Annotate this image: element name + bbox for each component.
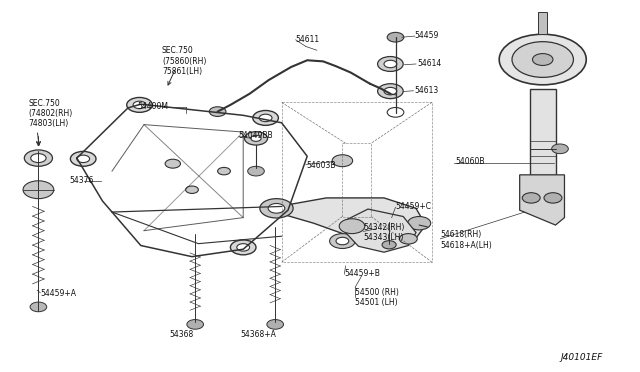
Circle shape xyxy=(532,54,553,65)
Circle shape xyxy=(165,159,180,168)
Circle shape xyxy=(259,114,272,122)
Circle shape xyxy=(522,193,540,203)
Bar xyxy=(538,12,547,34)
Circle shape xyxy=(384,60,397,68)
Circle shape xyxy=(127,97,152,112)
Polygon shape xyxy=(520,175,564,225)
Text: 54618(RH)
54618+A(LH): 54618(RH) 54618+A(LH) xyxy=(440,230,492,250)
Circle shape xyxy=(24,150,52,166)
Circle shape xyxy=(186,186,198,193)
Text: 54459+C: 54459+C xyxy=(396,202,431,211)
Text: 54611: 54611 xyxy=(296,35,320,44)
Circle shape xyxy=(187,320,204,329)
Circle shape xyxy=(512,42,573,77)
Circle shape xyxy=(268,203,285,213)
Circle shape xyxy=(387,32,404,42)
Circle shape xyxy=(230,240,256,255)
Text: 54459: 54459 xyxy=(415,31,439,40)
Circle shape xyxy=(552,144,568,154)
Circle shape xyxy=(499,34,586,85)
Text: SEC.750
(75860(RH)
75861(LH): SEC.750 (75860(RH) 75861(LH) xyxy=(162,46,206,76)
Text: 54613: 54613 xyxy=(415,86,439,94)
Circle shape xyxy=(260,199,293,218)
Circle shape xyxy=(336,237,349,245)
Circle shape xyxy=(248,166,264,176)
Bar xyxy=(530,89,556,175)
Circle shape xyxy=(209,107,226,116)
Circle shape xyxy=(382,89,399,99)
Text: J40101EF: J40101EF xyxy=(560,353,602,362)
Circle shape xyxy=(133,101,146,109)
Text: 54500 (RH)
54501 (LH): 54500 (RH) 54501 (LH) xyxy=(355,288,399,307)
Circle shape xyxy=(330,234,355,248)
Text: 54603B: 54603B xyxy=(306,161,335,170)
Circle shape xyxy=(70,151,96,166)
Text: SEC.750
(74802(RH)
74803(LH): SEC.750 (74802(RH) 74803(LH) xyxy=(29,99,73,128)
Circle shape xyxy=(332,155,353,167)
Text: 54400M: 54400M xyxy=(138,102,168,110)
Text: 54368+A: 54368+A xyxy=(240,330,276,339)
Circle shape xyxy=(382,241,396,249)
Text: 54376: 54376 xyxy=(69,176,93,185)
Circle shape xyxy=(244,132,268,145)
Circle shape xyxy=(77,155,90,163)
Text: 54459+B: 54459+B xyxy=(344,269,380,278)
Text: 54060B: 54060B xyxy=(456,157,485,166)
Text: 54342(RH)
54343(LH): 54342(RH) 54343(LH) xyxy=(364,223,405,242)
Circle shape xyxy=(408,217,431,230)
Text: 54368: 54368 xyxy=(170,330,194,339)
Circle shape xyxy=(253,110,278,125)
Polygon shape xyxy=(346,209,416,252)
Text: 54459+A: 54459+A xyxy=(40,289,76,298)
Circle shape xyxy=(544,193,562,203)
Circle shape xyxy=(387,108,404,117)
Circle shape xyxy=(218,167,230,175)
Circle shape xyxy=(30,302,47,312)
Circle shape xyxy=(237,244,250,251)
Circle shape xyxy=(251,135,261,141)
Circle shape xyxy=(267,320,284,329)
Text: 54049BB: 54049BB xyxy=(239,131,273,140)
Circle shape xyxy=(23,181,54,199)
Polygon shape xyxy=(269,198,426,244)
Circle shape xyxy=(31,154,46,163)
Circle shape xyxy=(399,234,417,244)
Circle shape xyxy=(378,57,403,71)
Circle shape xyxy=(339,219,365,234)
Text: 54614: 54614 xyxy=(417,59,442,68)
Circle shape xyxy=(384,87,397,95)
Circle shape xyxy=(378,84,403,99)
